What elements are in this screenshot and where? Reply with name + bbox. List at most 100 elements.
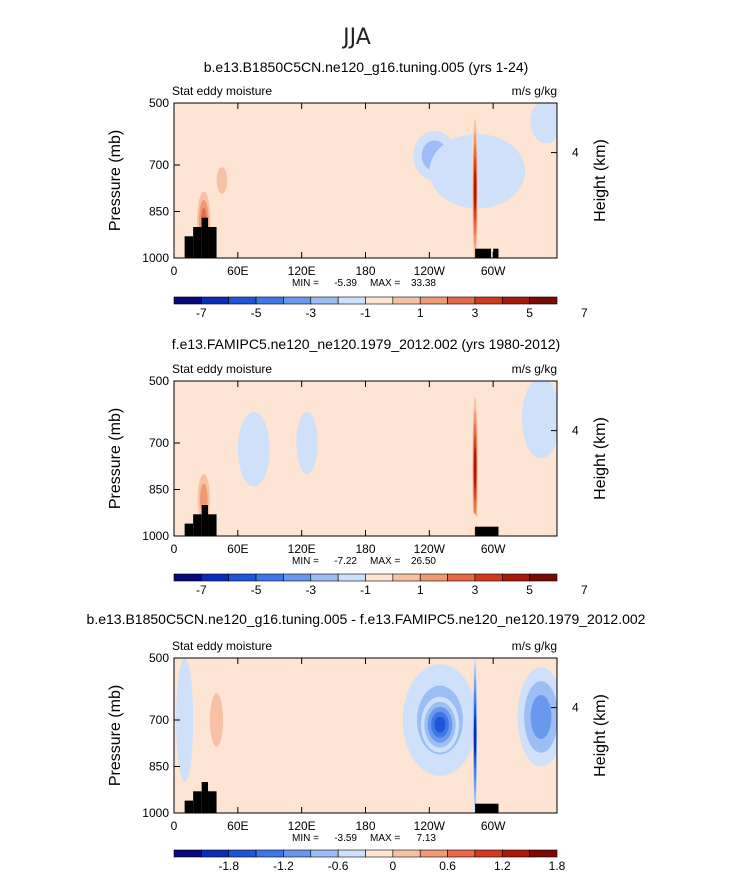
colorbar-box (255, 296, 284, 305)
colorbar-label: 3 (472, 583, 479, 597)
x-tick-label: 120E (288, 819, 316, 833)
y-tick-label: 700 (149, 713, 169, 727)
terrain-block (475, 803, 499, 813)
terrain-block (475, 248, 492, 258)
colorbar-box (228, 849, 257, 858)
contour-band-negative-ridge-andes (473, 715, 477, 756)
panel-control-run: b.e13.B1850C5CN.ne120_g16.tuning.005 (yr… (107, 59, 609, 320)
colorbar-box (474, 296, 503, 305)
colorbar-box (310, 296, 339, 305)
terrain-block (475, 526, 499, 536)
colorbar-box (337, 573, 366, 582)
height-tick-label: 4 (572, 146, 579, 160)
colorbar-box (392, 296, 421, 305)
colorbar-box (392, 573, 421, 582)
colorbar-box (447, 296, 476, 305)
colorbar-box (173, 849, 202, 858)
colorbar-box (419, 573, 448, 582)
panel-title: b.e13.B1850C5CN.ne120_g16.tuning.005 - f… (87, 611, 646, 627)
colorbar-box (474, 849, 503, 858)
colorbar-box (337, 849, 366, 858)
contour-band-positive-patch-asia (216, 167, 228, 194)
colorbar-label: -1 (360, 583, 371, 597)
y-tick-label: 500 (149, 651, 169, 665)
plot-area (174, 658, 557, 813)
contour-band-positive-ridge-andes (473, 169, 477, 211)
colorbar-box (228, 573, 257, 582)
colorbar-label: 0 (390, 859, 397, 872)
panel-difference: b.e13.B1850C5CN.ne120_g16.tuning.005 - f… (87, 611, 646, 872)
colorbar-box (283, 296, 312, 305)
colorbar-label: 7 (581, 306, 588, 320)
y-tick-label: 850 (149, 483, 169, 497)
contour-band-negative-band-indian (176, 658, 194, 782)
x-tick-label: 120E (288, 542, 316, 556)
contour-band-negative-patch-atlantic-upper (530, 103, 557, 144)
colorbar-box (283, 849, 312, 858)
colorbar-box (310, 849, 339, 858)
colorbar-label: 1 (417, 583, 424, 597)
colorbar-label: 1.8 (549, 859, 566, 872)
colorbar-box (201, 573, 230, 582)
colorbar-box (419, 849, 448, 858)
x-tick-label: 0 (171, 542, 178, 556)
terrain-block (193, 791, 202, 813)
colorbar-box (447, 849, 476, 858)
terrain-block (201, 505, 209, 536)
x-tick-label: 120W (414, 542, 446, 556)
colorbar-box (529, 296, 558, 305)
colorbar-label: 0.6 (439, 859, 456, 872)
y-axis-title-right: Height (km) (592, 139, 609, 222)
background-field (174, 381, 557, 536)
terrain-block (208, 227, 217, 258)
y-axis-title: Pressure (mb) (107, 685, 124, 786)
contour-band-negative-patch-atlantic (521, 381, 557, 459)
colorbar-box (501, 296, 530, 305)
colorbar-label: -1.2 (273, 859, 294, 872)
colorbar-label: -5 (251, 583, 262, 597)
stat-min-value: -7.22 (334, 556, 357, 567)
x-tick-label: 60E (227, 542, 248, 556)
y-tick-label: 700 (149, 436, 169, 450)
y-axis-title-right: Height (km) (592, 694, 609, 777)
x-tick-label: 180 (355, 819, 375, 833)
x-tick-label: 60E (227, 264, 248, 278)
x-tick-label: 120W (414, 819, 446, 833)
stat-min-value: -5.39 (334, 278, 357, 289)
stat-max-label: MAX = (370, 556, 400, 567)
colorbar-label: -7 (196, 306, 207, 320)
stat-max-label: MAX = (370, 833, 400, 844)
x-tick-label: 60W (481, 819, 506, 833)
x-tick-label: 60W (481, 542, 506, 556)
y-tick-label: 500 (149, 96, 169, 110)
page-title: JJA (341, 25, 371, 50)
terrain-block (184, 800, 194, 813)
plot-area (174, 381, 557, 536)
contour-band-negative-patch-indian (237, 412, 270, 487)
colorbar-box (255, 573, 284, 582)
colorbar-box (255, 849, 284, 858)
colorbar-box (365, 296, 394, 305)
panel-title: f.e13.FAMIPC5.ne120_ne120.1979_2012.002 … (172, 336, 560, 352)
x-tick-label: 0 (171, 819, 178, 833)
right-label: m/s g/kg (512, 84, 557, 98)
colorbar-label: 1.2 (494, 859, 511, 872)
right-label: m/s g/kg (512, 639, 557, 653)
terrain-block (193, 514, 202, 536)
panel-title: b.e13.B1850C5CN.ne120_g16.tuning.005 (yr… (204, 59, 529, 75)
stat-min-value: -3.59 (334, 833, 357, 844)
colorbar-box (201, 849, 230, 858)
height-tick-label: 4 (572, 701, 579, 715)
left-label: Stat eddy moisture (172, 362, 272, 376)
colorbar-label: -7 (196, 583, 207, 597)
colorbar-box (529, 573, 558, 582)
x-tick-label: 180 (355, 264, 375, 278)
left-label: Stat eddy moisture (172, 639, 272, 653)
colorbar-label: -1 (360, 306, 371, 320)
contour-band-positive-patch-andes-low (445, 508, 478, 533)
x-tick-label: 60W (481, 264, 506, 278)
colorbar-box (337, 296, 366, 305)
colorbar-label: -3 (305, 583, 316, 597)
terrain-block (201, 217, 209, 258)
